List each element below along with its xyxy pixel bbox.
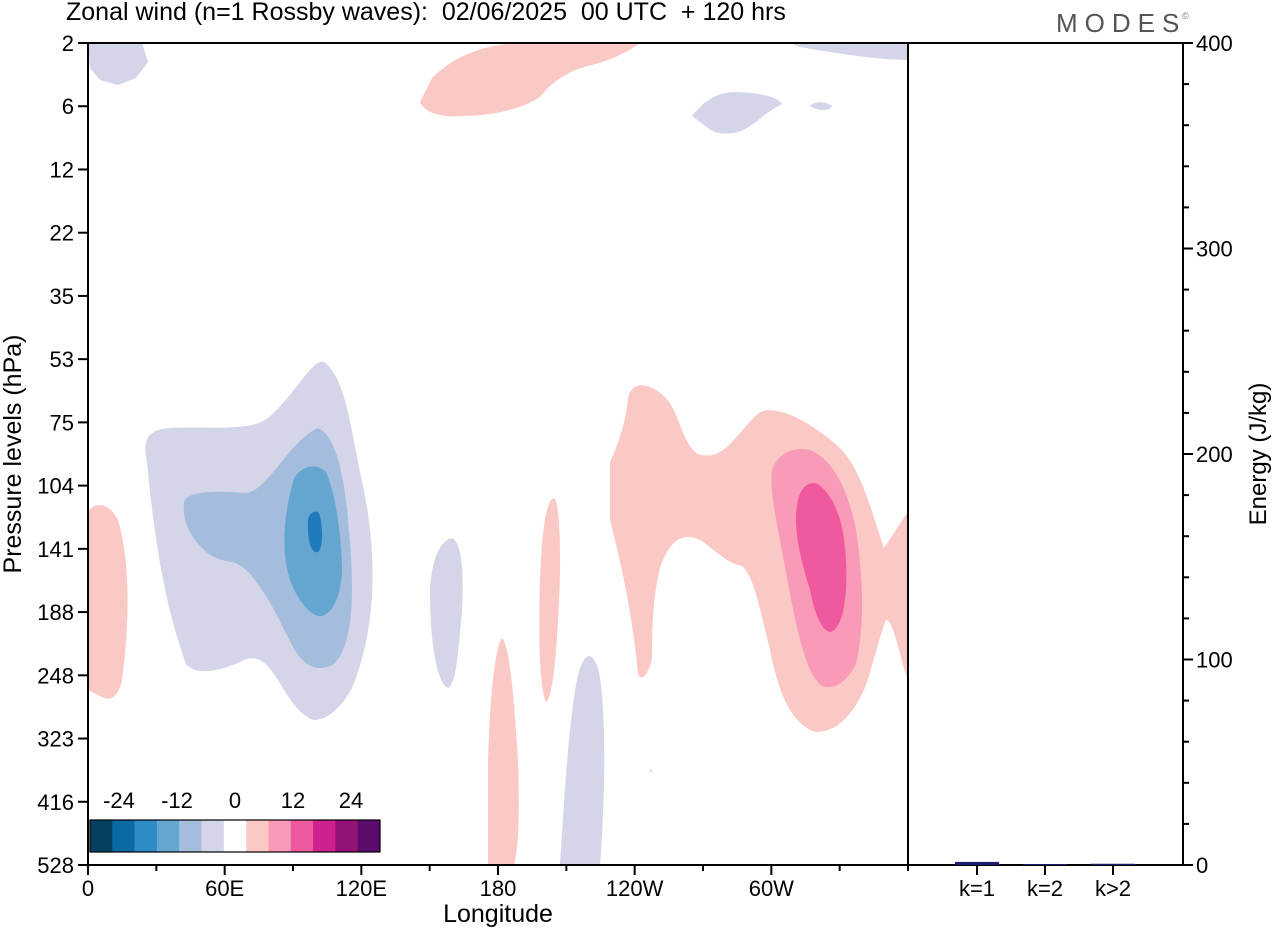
energy-tick-label: 100: [1196, 648, 1233, 673]
energy-bars: [955, 861, 1135, 865]
colorbar-tick-label: 0: [229, 788, 241, 813]
pressure-tick-label: 248: [37, 663, 74, 688]
contour-pos-core: [796, 483, 847, 632]
pressure-tick-label: 6: [62, 94, 74, 119]
pressure-tick-label: 2: [62, 31, 74, 56]
contour-neg-core: [307, 511, 323, 553]
contour-field: [88, 43, 908, 865]
longitude-tick-label: 120E: [336, 876, 387, 901]
brand-copyright-mark: ©: [1182, 11, 1189, 21]
contour-pos-170w: [539, 498, 561, 702]
energy-bar: [1091, 863, 1135, 865]
pressure-tick-label: 416: [37, 790, 74, 815]
pressure-tick-label: 323: [37, 727, 74, 752]
colorbar-cell: [223, 820, 247, 852]
pressure-tick-label: 528: [37, 853, 74, 878]
energy-categories: k=1 k=2 k>2: [959, 865, 1131, 901]
colorbar-cell: [90, 820, 113, 852]
energy-bar: [1023, 864, 1067, 865]
energy-tick-label: 400: [1196, 31, 1233, 56]
pressure-tick-label: 141: [37, 537, 74, 562]
contour-neg-upper-left: [88, 43, 148, 85]
colorbar-cell: [179, 820, 202, 852]
energy-tick-label: 200: [1196, 442, 1233, 467]
colorbar-cell: [156, 820, 180, 852]
x-axis-label: Longitude: [443, 900, 553, 928]
longitude-tick-label: 60E: [205, 876, 244, 901]
energy-category-label: k>2: [1095, 876, 1131, 901]
contour-pos-left: [88, 505, 128, 699]
energy-category-label: k=1: [959, 876, 995, 901]
longitude-tick-label: 120W: [606, 876, 664, 901]
colorbar-cell: [313, 820, 336, 852]
contour-neg-160w: [560, 656, 605, 865]
colorbar: -24 -12 0 12 24: [88, 788, 382, 856]
colorbar-cell: [246, 820, 269, 852]
longitude-tick-label: 180: [480, 876, 517, 901]
chart-title: Zonal wind (n=1 Rossby waves): 02/06/202…: [66, 0, 786, 26]
colorbar-tick-label: 12: [281, 788, 305, 813]
colorbar-cell: [335, 820, 358, 852]
colorbar-cell: [134, 820, 158, 852]
y-axis-label: Pressure levels (hPa): [0, 335, 27, 574]
contour-pos-main: [610, 385, 908, 732]
pressure-tick-label: 22: [50, 221, 74, 246]
pressure-tick-label: 53: [50, 347, 74, 372]
colorbar-cell: [201, 820, 225, 852]
contour-neg-160e: [430, 538, 463, 688]
colorbar-cell: [357, 820, 381, 852]
contour-neg-6hpa: [692, 92, 782, 134]
energy-tick-label: 0: [1196, 853, 1208, 878]
longitude-tick-label: 60W: [749, 876, 794, 901]
colorbar-frame: [89, 819, 381, 853]
longitude-axis: 0 60E 120E 180 120W 60W: [82, 865, 909, 901]
colorbar-tick-label: -24: [103, 788, 135, 813]
energy-category-label: k=2: [1027, 876, 1063, 901]
contour-neg-6hpa-small: [810, 102, 832, 111]
contour-pos-180: [488, 638, 519, 865]
energy-tick-label: 300: [1196, 237, 1233, 262]
colorbar-tick-label: 24: [339, 788, 363, 813]
energy-bar: [955, 861, 999, 865]
pressure-tick-label: 188: [37, 600, 74, 625]
brand-logo: MODES: [1056, 8, 1187, 38]
energy-axis-label: Energy (J/kg): [1245, 383, 1272, 526]
longitude-tick-label: 0: [82, 876, 94, 901]
colorbar-labels: -24 -12 0 12 24: [103, 788, 363, 813]
pressure-tick-label: 104: [37, 474, 74, 499]
colorbar-tick-label: -12: [161, 788, 193, 813]
pressure-tick-label: 12: [50, 157, 74, 182]
colorbar-cell: [268, 820, 292, 852]
colorbar-cells: [90, 820, 381, 852]
contour-pos-upper: [420, 43, 640, 117]
energy-axis: 0 100 200 300 400: [1183, 31, 1233, 878]
pressure-tick-label: 35: [50, 284, 74, 309]
pressure-tick-label: 75: [50, 410, 74, 435]
colorbar-cell: [112, 820, 135, 852]
contour-stray-dot: [650, 769, 652, 772]
colorbar-cell: [290, 820, 314, 852]
contour-neg-upper-right: [790, 43, 908, 60]
pressure-axis: 2 6 12 22 35 53 75 104 141 188 248 323 416 528: [37, 31, 88, 878]
